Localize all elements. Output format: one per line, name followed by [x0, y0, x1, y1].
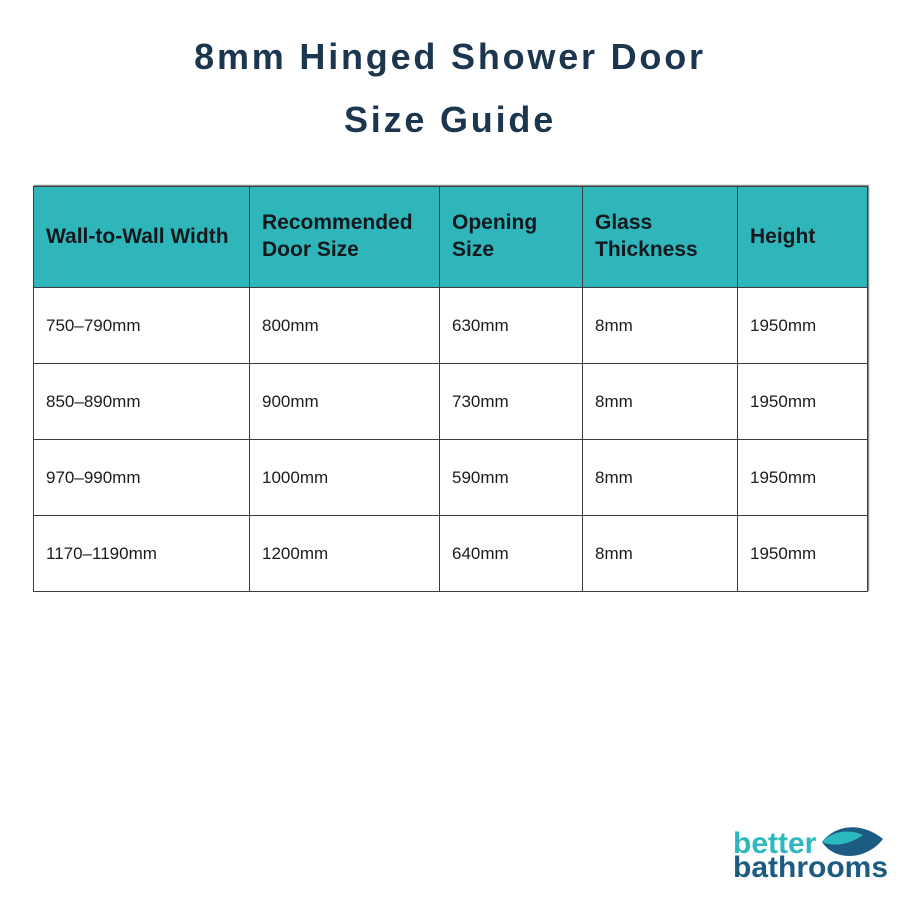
svg-text:bathrooms: bathrooms: [733, 851, 888, 880]
